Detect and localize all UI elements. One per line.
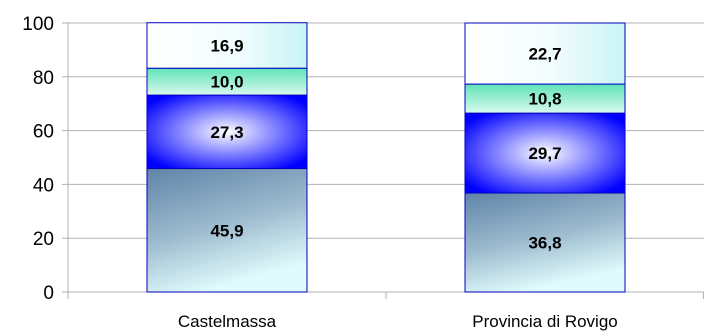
bar-value-label: 22,7 — [528, 45, 561, 64]
x-category-label: Castelmassa — [178, 312, 277, 331]
y-tick-label: 100 — [22, 14, 54, 35]
bar-segment — [464, 22, 626, 85]
bar-segment — [146, 67, 308, 96]
bar-value-label: 36,8 — [528, 234, 561, 253]
bar-value-label: 10,8 — [528, 90, 561, 109]
bar-value-label: 10,0 — [210, 73, 243, 92]
bar-value-label: 29,7 — [528, 144, 561, 163]
bar-segment — [464, 192, 626, 293]
bar-segment — [146, 94, 308, 170]
y-tick-label: 80 — [33, 68, 54, 89]
y-tick-label: 0 — [43, 283, 54, 304]
bar-value-label: 45,9 — [210, 221, 243, 240]
x-category-label: Provincia di Rovigo — [472, 312, 618, 331]
bar-segment — [464, 112, 626, 194]
bar-segment — [146, 22, 308, 69]
y-tick-label: 40 — [33, 175, 54, 196]
bar-value-label: 16,9 — [210, 36, 243, 55]
bar-segment — [146, 168, 308, 293]
y-tick-label: 20 — [33, 229, 54, 250]
bar-value-label: 27,3 — [210, 123, 243, 142]
y-tick-label: 60 — [33, 122, 54, 143]
